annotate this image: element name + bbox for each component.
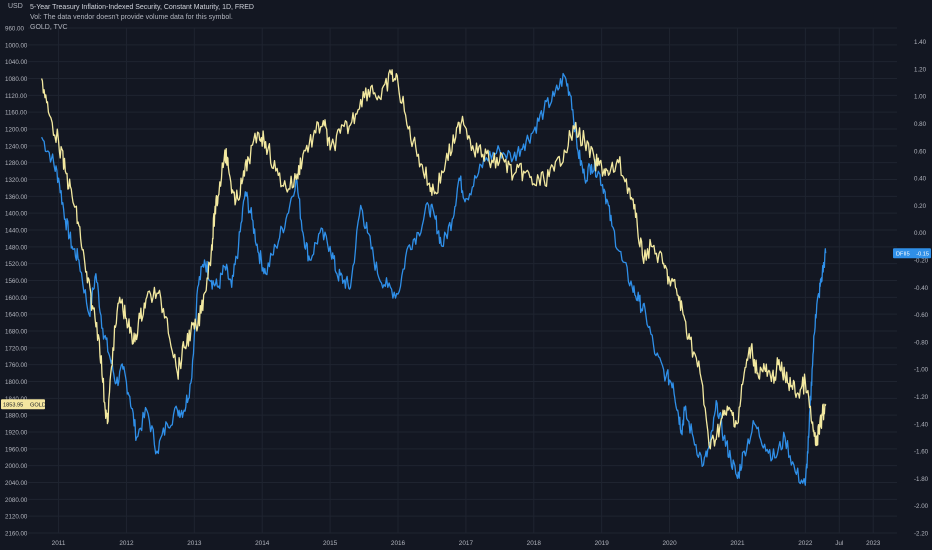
left-axis-tick-label: 1720.00	[5, 345, 28, 352]
right-axis-tick-label: 1.20	[914, 66, 927, 73]
left-axis-tick-label: 1600.00	[5, 295, 28, 302]
right-axis-tick-label: 1.00	[914, 94, 927, 101]
time-axis-tick-label: Jul	[835, 540, 843, 547]
time-axis[interactable]: 2011 2012 2013 2014 2015 2016 2017 2018 2019 2020…	[52, 540, 881, 547]
dfii-price-badge	[893, 248, 931, 259]
right-axis-tick-label: -1.60	[914, 449, 929, 456]
dfii-badge-symbol: DFII5	[896, 252, 910, 258]
series-line-gold	[40, 69, 827, 450]
volume-note: Vol: The data vendor doesn't provide vol…	[30, 14, 233, 21]
time-axis-tick-label: 2023	[866, 540, 881, 547]
left-axis-tick-label: 1280.00	[5, 160, 28, 167]
left-axis-tick-label: 1880.00	[5, 413, 28, 420]
left-axis-tick-label: 1480.00	[5, 244, 28, 251]
right-axis-tick-label: 0.40	[914, 176, 927, 183]
left-axis-tick-label: 1520.00	[5, 261, 28, 268]
left-axis-tick-label: 1240.00	[5, 143, 28, 150]
right-axis-tick-label: -0.40	[914, 285, 929, 292]
time-axis-tick-label: 2022	[798, 540, 813, 547]
right-axis-tick-label: -0.20	[914, 258, 929, 265]
left-axis-tick-label: 2000.00	[5, 463, 28, 470]
time-axis-tick-label: 2018	[527, 540, 542, 547]
time-axis-tick-label: 2017	[459, 540, 474, 547]
right-price-axis[interactable]: 1.401.201.000.800.600.400.200.00-0.20-0.…	[914, 39, 929, 537]
left-axis-tick-label: 1760.00	[5, 362, 28, 369]
left-axis-tick-label: 2080.00	[5, 497, 28, 504]
left-axis-tick-label: 1800.00	[5, 379, 28, 386]
right-axis-tick-label: 0.60	[914, 148, 927, 155]
left-axis-unit: USD	[8, 3, 23, 10]
time-axis-tick-label: 2012	[119, 540, 134, 547]
left-axis-tick-label: 1960.00	[5, 446, 28, 453]
left-axis-tick-label: 1320.00	[5, 177, 28, 184]
gold-badge-symbol: GOLD	[30, 403, 46, 409]
right-axis-tick-label: -1.80	[914, 476, 929, 483]
left-axis-tick-label: 1120.00	[5, 93, 27, 100]
right-axis-tick-label: -2.00	[914, 503, 929, 510]
chart-title[interactable]: 5-Year Treasury Inflation-Indexed Securi…	[30, 4, 254, 11]
right-axis-tick-label: -2.20	[914, 531, 929, 538]
left-axis-tick-label: 1200.00	[5, 127, 28, 134]
chart-legend: 5-Year Treasury Inflation-Indexed Securi…	[30, 3, 254, 33]
left-axis-tick-label: 1400.00	[5, 211, 28, 218]
left-axis-tick-label: 1640.00	[5, 312, 28, 319]
time-axis-tick-label: 2019	[595, 540, 610, 547]
time-axis-tick-label: 2021	[730, 540, 745, 547]
right-axis-tick-label: 0.20	[914, 203, 927, 210]
left-axis-tick-label: 1160.00	[5, 110, 27, 117]
right-axis-tick-label: 1.40	[914, 39, 927, 46]
left-axis-tick-label: 1080.00	[5, 76, 28, 83]
time-axis-tick-label: 2020	[662, 540, 677, 547]
time-axis-tick-label: 2014	[255, 540, 270, 547]
right-axis-tick-label: 0.80	[914, 121, 927, 128]
gold-price-badge	[1, 399, 45, 410]
dfii-badge-value: -0.15	[916, 252, 929, 258]
left-axis-tick-label: 1440.00	[5, 228, 28, 235]
right-axis-tick-label: 0.00	[914, 230, 927, 237]
left-axis-tick-label: 2040.00	[5, 480, 28, 487]
price-badges: DFII5 -0.15 1853.95 GOLD	[1, 248, 931, 410]
left-axis-tick-label: 1680.00	[5, 329, 28, 336]
time-axis-tick-label: 2015	[323, 540, 338, 547]
left-axis-tick-label: 960.00	[5, 26, 24, 33]
left-axis-tick-label: 2160.00	[5, 531, 28, 538]
gold-badge-value: 1853.95	[3, 403, 23, 409]
right-axis-tick-label: -0.80	[914, 339, 929, 346]
left-axis-tick-label: 1040.00	[5, 59, 28, 66]
overlay-symbol-label[interactable]: GOLD, TVC	[30, 24, 68, 31]
time-axis-tick-label: 2013	[187, 540, 202, 547]
left-axis-tick-label: 2120.00	[5, 514, 28, 521]
left-axis-tick-label: 1000.00	[5, 42, 28, 49]
series-layer	[40, 69, 827, 486]
right-axis-tick-label: -1.00	[914, 367, 929, 374]
left-axis-tick-label: 1920.00	[5, 430, 28, 437]
left-axis-tick-label: 1360.00	[5, 194, 28, 201]
time-axis-tick-label: 2011	[52, 540, 66, 547]
series-line-dfii5	[41, 72, 827, 486]
time-axis-tick-label: 2016	[391, 540, 406, 547]
left-axis-tick-label: 1560.00	[5, 278, 28, 285]
right-axis-tick-label: -1.40	[914, 421, 929, 428]
right-axis-tick-label: -0.60	[914, 312, 929, 319]
right-axis-tick-label: -1.20	[914, 394, 929, 401]
